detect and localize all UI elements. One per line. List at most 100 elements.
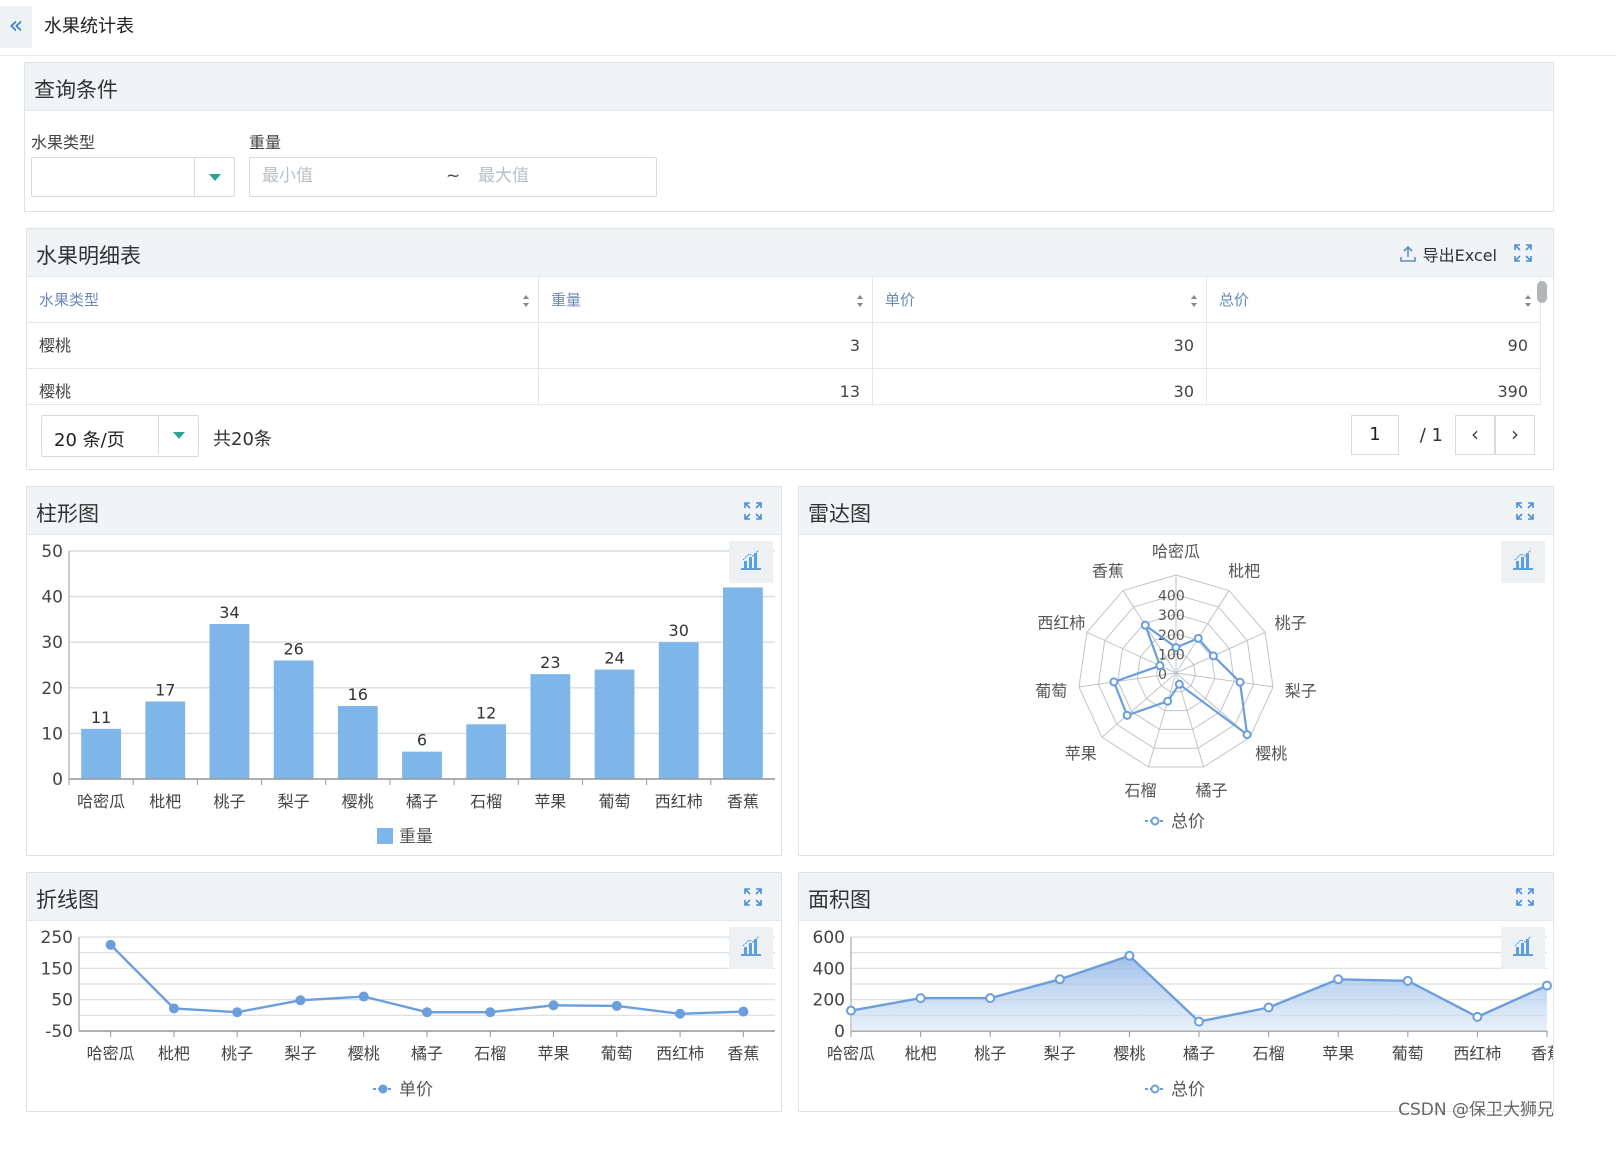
y-tick-label: 40 — [41, 588, 63, 608]
chart-type-icon[interactable] — [729, 927, 773, 969]
bar-chart-icon — [1513, 935, 1533, 956]
data-point — [358, 991, 369, 1002]
y-tick-label: 600 — [813, 928, 845, 948]
data-point — [1263, 1002, 1274, 1013]
chart-type-icon[interactable] — [1501, 927, 1545, 969]
fruit-type-label: 水果类型 — [31, 133, 96, 152]
next-page-button[interactable]: › — [1495, 415, 1535, 455]
chevron-down-icon[interactable] — [194, 158, 234, 196]
radar-tick-label: 300 — [1158, 608, 1185, 624]
top-bar: « 水果统计表 — [0, 0, 1616, 56]
x-tick-label: 香蕉 — [1531, 1044, 1553, 1063]
bar-value-label: 12 — [476, 703, 496, 722]
cell-weight: 3 — [539, 323, 873, 369]
detail-panel-title: 水果明细表 — [36, 244, 141, 268]
expand-icon[interactable] — [1515, 501, 1535, 521]
chevron-down-icon[interactable] — [158, 416, 198, 454]
x-tick-label: 香蕉 — [727, 792, 759, 811]
col-header-unit-price[interactable]: 单价 — [873, 277, 1207, 323]
expand-icon[interactable] — [1515, 887, 1535, 907]
col-header-fruit-type[interactable]: 水果类型 — [27, 277, 539, 323]
bar — [530, 674, 571, 779]
expand-icon[interactable] — [1513, 243, 1533, 263]
bar — [273, 660, 314, 779]
expand-icon[interactable] — [743, 501, 763, 521]
radar-indicator-label: 哈密瓜 — [1152, 542, 1200, 561]
col-header-weight[interactable]: 重量 — [539, 277, 873, 323]
data-point — [846, 1005, 856, 1016]
data-point — [915, 993, 926, 1004]
chart-type-icon[interactable] — [1501, 541, 1545, 583]
chart-type-icon[interactable] — [729, 541, 773, 583]
x-tick-label: 橘子 — [411, 1044, 443, 1063]
total-pages: / 1 — [1419, 425, 1443, 446]
x-tick-label: 苹果 — [1322, 1044, 1354, 1063]
radar-spoke — [1175, 631, 1266, 674]
bar — [594, 669, 635, 779]
table-scrollbar[interactable] — [1537, 281, 1547, 303]
data-point — [1333, 974, 1344, 985]
y-tick-label: 0 — [834, 1022, 845, 1042]
y-tick-label: 200 — [813, 991, 845, 1011]
radar-point — [1208, 651, 1218, 661]
x-tick-label: 西红柿 — [656, 1044, 704, 1063]
x-tick-label: 苹果 — [538, 1044, 570, 1063]
page-size-value: 20 条/页 — [54, 430, 125, 451]
weight-max-input[interactable] — [478, 166, 628, 186]
prev-page-button[interactable]: ‹ — [1455, 415, 1495, 455]
page-size-select[interactable]: 20 条/页 — [41, 415, 199, 457]
radar-ring — [1117, 613, 1235, 730]
double-chevron-left-icon[interactable]: « — [0, 6, 32, 48]
query-panel-header: 查询条件 — [25, 63, 1553, 111]
y-tick-label: 50 — [51, 991, 73, 1011]
y-tick-label: 250 — [41, 928, 73, 948]
legend-label: 重量 — [399, 827, 433, 847]
export-excel-button[interactable]: 导出Excel — [1399, 242, 1497, 266]
table-row[interactable]: 樱桃 13 30 390 — [27, 369, 1541, 405]
col-header-total-price[interactable]: 总价 — [1207, 277, 1541, 323]
fruit-type-select[interactable] — [31, 157, 235, 197]
bar-value-label: 6 — [417, 731, 427, 750]
data-point — [1194, 1016, 1204, 1027]
query-panel-title: 查询条件 — [34, 78, 118, 102]
radar-indicator-label: 桃子 — [1275, 613, 1307, 632]
data-point — [548, 1000, 559, 1011]
radar-point — [1163, 696, 1173, 706]
bar-chart-panel: 柱形图 0 10 20 30 40 50 11 哈密瓜 17 枇杷 34 桃子 26 梨子 16 樱桃 6 橘子 1… — [26, 486, 782, 856]
weight-min-input[interactable] — [262, 166, 412, 186]
bar — [145, 701, 186, 779]
legend-marker — [1150, 1084, 1160, 1094]
cell-unit-price: 30 — [873, 323, 1207, 369]
data-point — [485, 1007, 496, 1018]
expand-icon[interactable] — [743, 887, 763, 907]
pagination: 20 条/页 共20条 1 / 1 ‹ › — [27, 405, 1553, 467]
cell-total-price: 90 — [1207, 323, 1541, 369]
query-panel: 查询条件 水果类型 重量 ~ — [24, 62, 1554, 212]
current-page-input[interactable]: 1 — [1351, 415, 1399, 455]
radar-tick-label: 0 — [1158, 667, 1167, 683]
bar-value-label: 24 — [604, 649, 624, 668]
x-tick-label: 樱桃 — [342, 792, 374, 811]
data-point — [232, 1007, 243, 1018]
sort-icon[interactable] — [1524, 294, 1532, 308]
x-tick-label: 葡萄 — [1392, 1044, 1424, 1063]
bar-chart-icon — [1513, 549, 1533, 570]
sort-icon[interactable] — [856, 294, 864, 308]
sort-icon[interactable] — [1190, 294, 1198, 308]
bar — [402, 751, 442, 779]
x-tick-label: 梨子 — [284, 1044, 316, 1063]
table-row[interactable]: 樱桃 3 30 90 — [27, 323, 1541, 369]
bar-value-label: 34 — [219, 603, 239, 622]
radar-spoke — [1101, 672, 1177, 738]
bar-chart-icon — [741, 935, 761, 956]
data-point — [1402, 975, 1413, 986]
radar-indicator-label: 香蕉 — [1092, 561, 1124, 580]
bar-value-label: 16 — [348, 685, 368, 704]
radar-spoke — [1175, 672, 1205, 768]
data-point — [611, 1000, 622, 1011]
bar-chart-icon — [741, 549, 761, 570]
sort-icon[interactable] — [522, 294, 530, 308]
radar-indicator-label: 樱桃 — [1255, 744, 1287, 763]
